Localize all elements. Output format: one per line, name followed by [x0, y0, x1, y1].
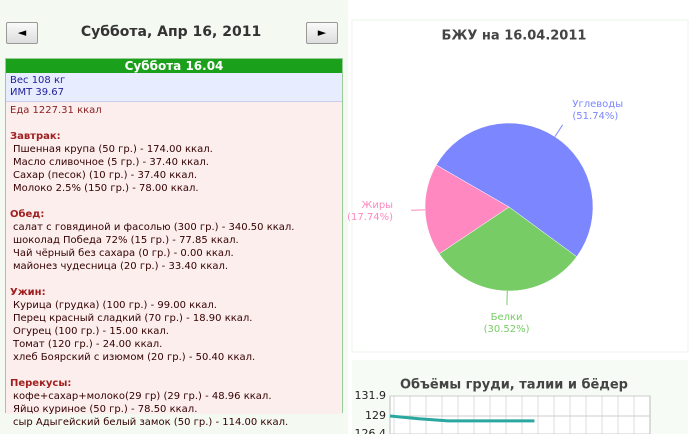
meal-title: Ужин:: [10, 287, 46, 298]
meal-item: хлеб Боярский с изюмом (20 гр.) - 50.40 …: [13, 352, 256, 363]
charts: БЖУ на 16.04.2011 Углеводы(51.74%) Белки(3…: [348, 19, 689, 434]
day-title: Суббота 16.04: [6, 59, 342, 73]
meal-title: Завтрак:: [10, 131, 61, 142]
meals: Завтрак: Пшенная крупа (50 гр.) - 174.00 …: [10, 130, 338, 429]
y-tick-label: 129: [365, 409, 386, 422]
prev-button[interactable]: ◄: [6, 22, 38, 44]
slice-label: Белки: [491, 312, 523, 323]
slice-label: Углеводы: [572, 99, 623, 110]
slice-value-label: (30.52%): [484, 324, 530, 335]
slice-label: Жиры: [362, 200, 394, 211]
meal-item: салат с говядиной и фасолью (300 гр.) - …: [13, 222, 295, 233]
food-box: Еда 1227.31 ккал Завтрак: Пшенная крупа (…: [6, 102, 342, 428]
meal-item: Курица (грудка) (100 гр.) - 99.00 ккал.: [13, 300, 217, 311]
pie-slice: [435, 122, 594, 258]
line-series: [389, 414, 535, 423]
meal-item: Молоко 2.5% (150 гр.) - 78.00 ккал.: [13, 183, 199, 194]
leader-line: [554, 124, 563, 137]
weight-box: Вес 108 кг ИМТ 39.67: [6, 73, 342, 102]
day-panel: ◄ Суббота, Апр 16, 2011 ► Суббота 16.04 …: [0, 0, 348, 434]
chart-title: БЖУ на 16.04.2011: [442, 29, 587, 44]
meal-title: Перекусы:: [10, 378, 72, 389]
meal-item: сыр Адыгейский белый замок (50 гр.) - 11…: [13, 417, 289, 428]
meal-item: Пшенная крупа (50 гр.) - 174.00 ккал.: [13, 144, 213, 155]
day-box: Суббота 16.04 Вес 108 кг ИМТ 39.67 Еда 1…: [5, 58, 343, 428]
date-label: Суббота, Апр 16, 2011: [80, 24, 262, 40]
meal-item: Чай чёрный без сахара (0 гр.) - 0.00 кка…: [13, 248, 234, 259]
y-tick-label: 131.9: [355, 389, 387, 402]
meal-item: шоколад Победа 72% (15 гр.) - 77.85 ккал…: [13, 235, 239, 246]
meal-item: Сахар (песок) (10 гр.) - 37.40 ккал.: [13, 170, 198, 181]
bmi: ИМТ 39.67: [10, 87, 65, 98]
meal-item: майонез чудесница (20 гр.) - 33.40 ккал.: [13, 261, 229, 272]
chart-title: Объёмы груди, талии и бёдер: [400, 378, 628, 393]
weight: Вес 108 кг: [10, 75, 66, 86]
y-tick-label: 126.4: [355, 427, 387, 434]
meal-item: Томат (120 гр.) - 24.00 ккал.: [13, 339, 163, 350]
food-total: Еда 1227.31 ккал: [10, 105, 102, 116]
meal-title: Обед:: [10, 209, 45, 220]
meal-item: Яйцо куриное (50 гр.) - 78.50 ккал.: [13, 404, 198, 415]
meal-item: Огурец (100 гр.) - 15.00 ккал.: [13, 326, 169, 337]
meal-item: Масло сливочное (5 гр.) - 37.40 ккал.: [13, 157, 209, 168]
meal-item: Перец красный сладкий (70 гр.) - 18.90 к…: [13, 313, 253, 324]
meal-item: кофе+сахар+молоко(29 гр) (29 гр.) - 48.9…: [13, 391, 272, 402]
next-button[interactable]: ►: [306, 22, 338, 44]
pie-slice: [424, 164, 510, 255]
plot-area: [389, 395, 651, 434]
slice-value-label: (17.74%): [348, 212, 393, 223]
slice-value-label: (51.74%): [572, 111, 618, 122]
